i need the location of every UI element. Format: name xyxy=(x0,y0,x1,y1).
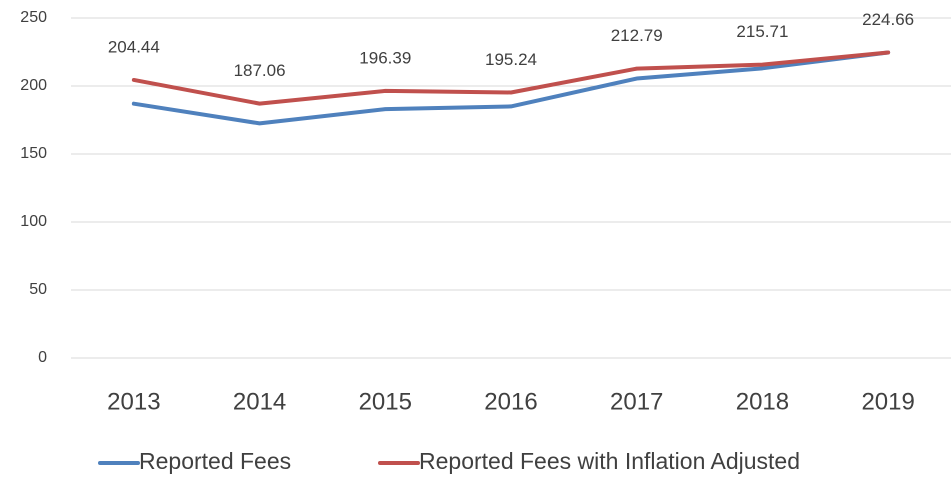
data-label: 195.24 xyxy=(485,50,537,69)
series-line xyxy=(131,50,891,106)
x-tick-label: 2019 xyxy=(861,388,914,415)
y-tick-label: 150 xyxy=(20,145,47,162)
series-line xyxy=(131,50,891,126)
x-tick-label: 2013 xyxy=(107,388,160,415)
x-tick-label: 2014 xyxy=(233,388,286,415)
y-tick-label: 250 xyxy=(20,9,47,26)
y-tick-label: 50 xyxy=(29,281,47,298)
y-tick-label: 100 xyxy=(20,213,47,230)
legend-label: Reported Fees with Inflation Adjusted xyxy=(419,448,800,474)
data-label: 224.66 xyxy=(862,10,914,29)
legend-label: Reported Fees xyxy=(139,448,291,474)
data-label: 212.79 xyxy=(611,26,663,45)
data-label: 196.39 xyxy=(359,48,411,67)
x-tick-label: 2016 xyxy=(484,388,537,415)
x-tick-label: 2015 xyxy=(359,388,412,415)
x-tick-label: 2018 xyxy=(736,388,789,415)
data-label: 215.71 xyxy=(736,22,788,41)
data-label: 204.44 xyxy=(108,37,160,56)
y-tick-label: 200 xyxy=(20,77,47,94)
x-tick-label: 2017 xyxy=(610,388,663,415)
y-tick-label: 0 xyxy=(38,349,47,366)
data-label: 187.06 xyxy=(234,61,286,80)
